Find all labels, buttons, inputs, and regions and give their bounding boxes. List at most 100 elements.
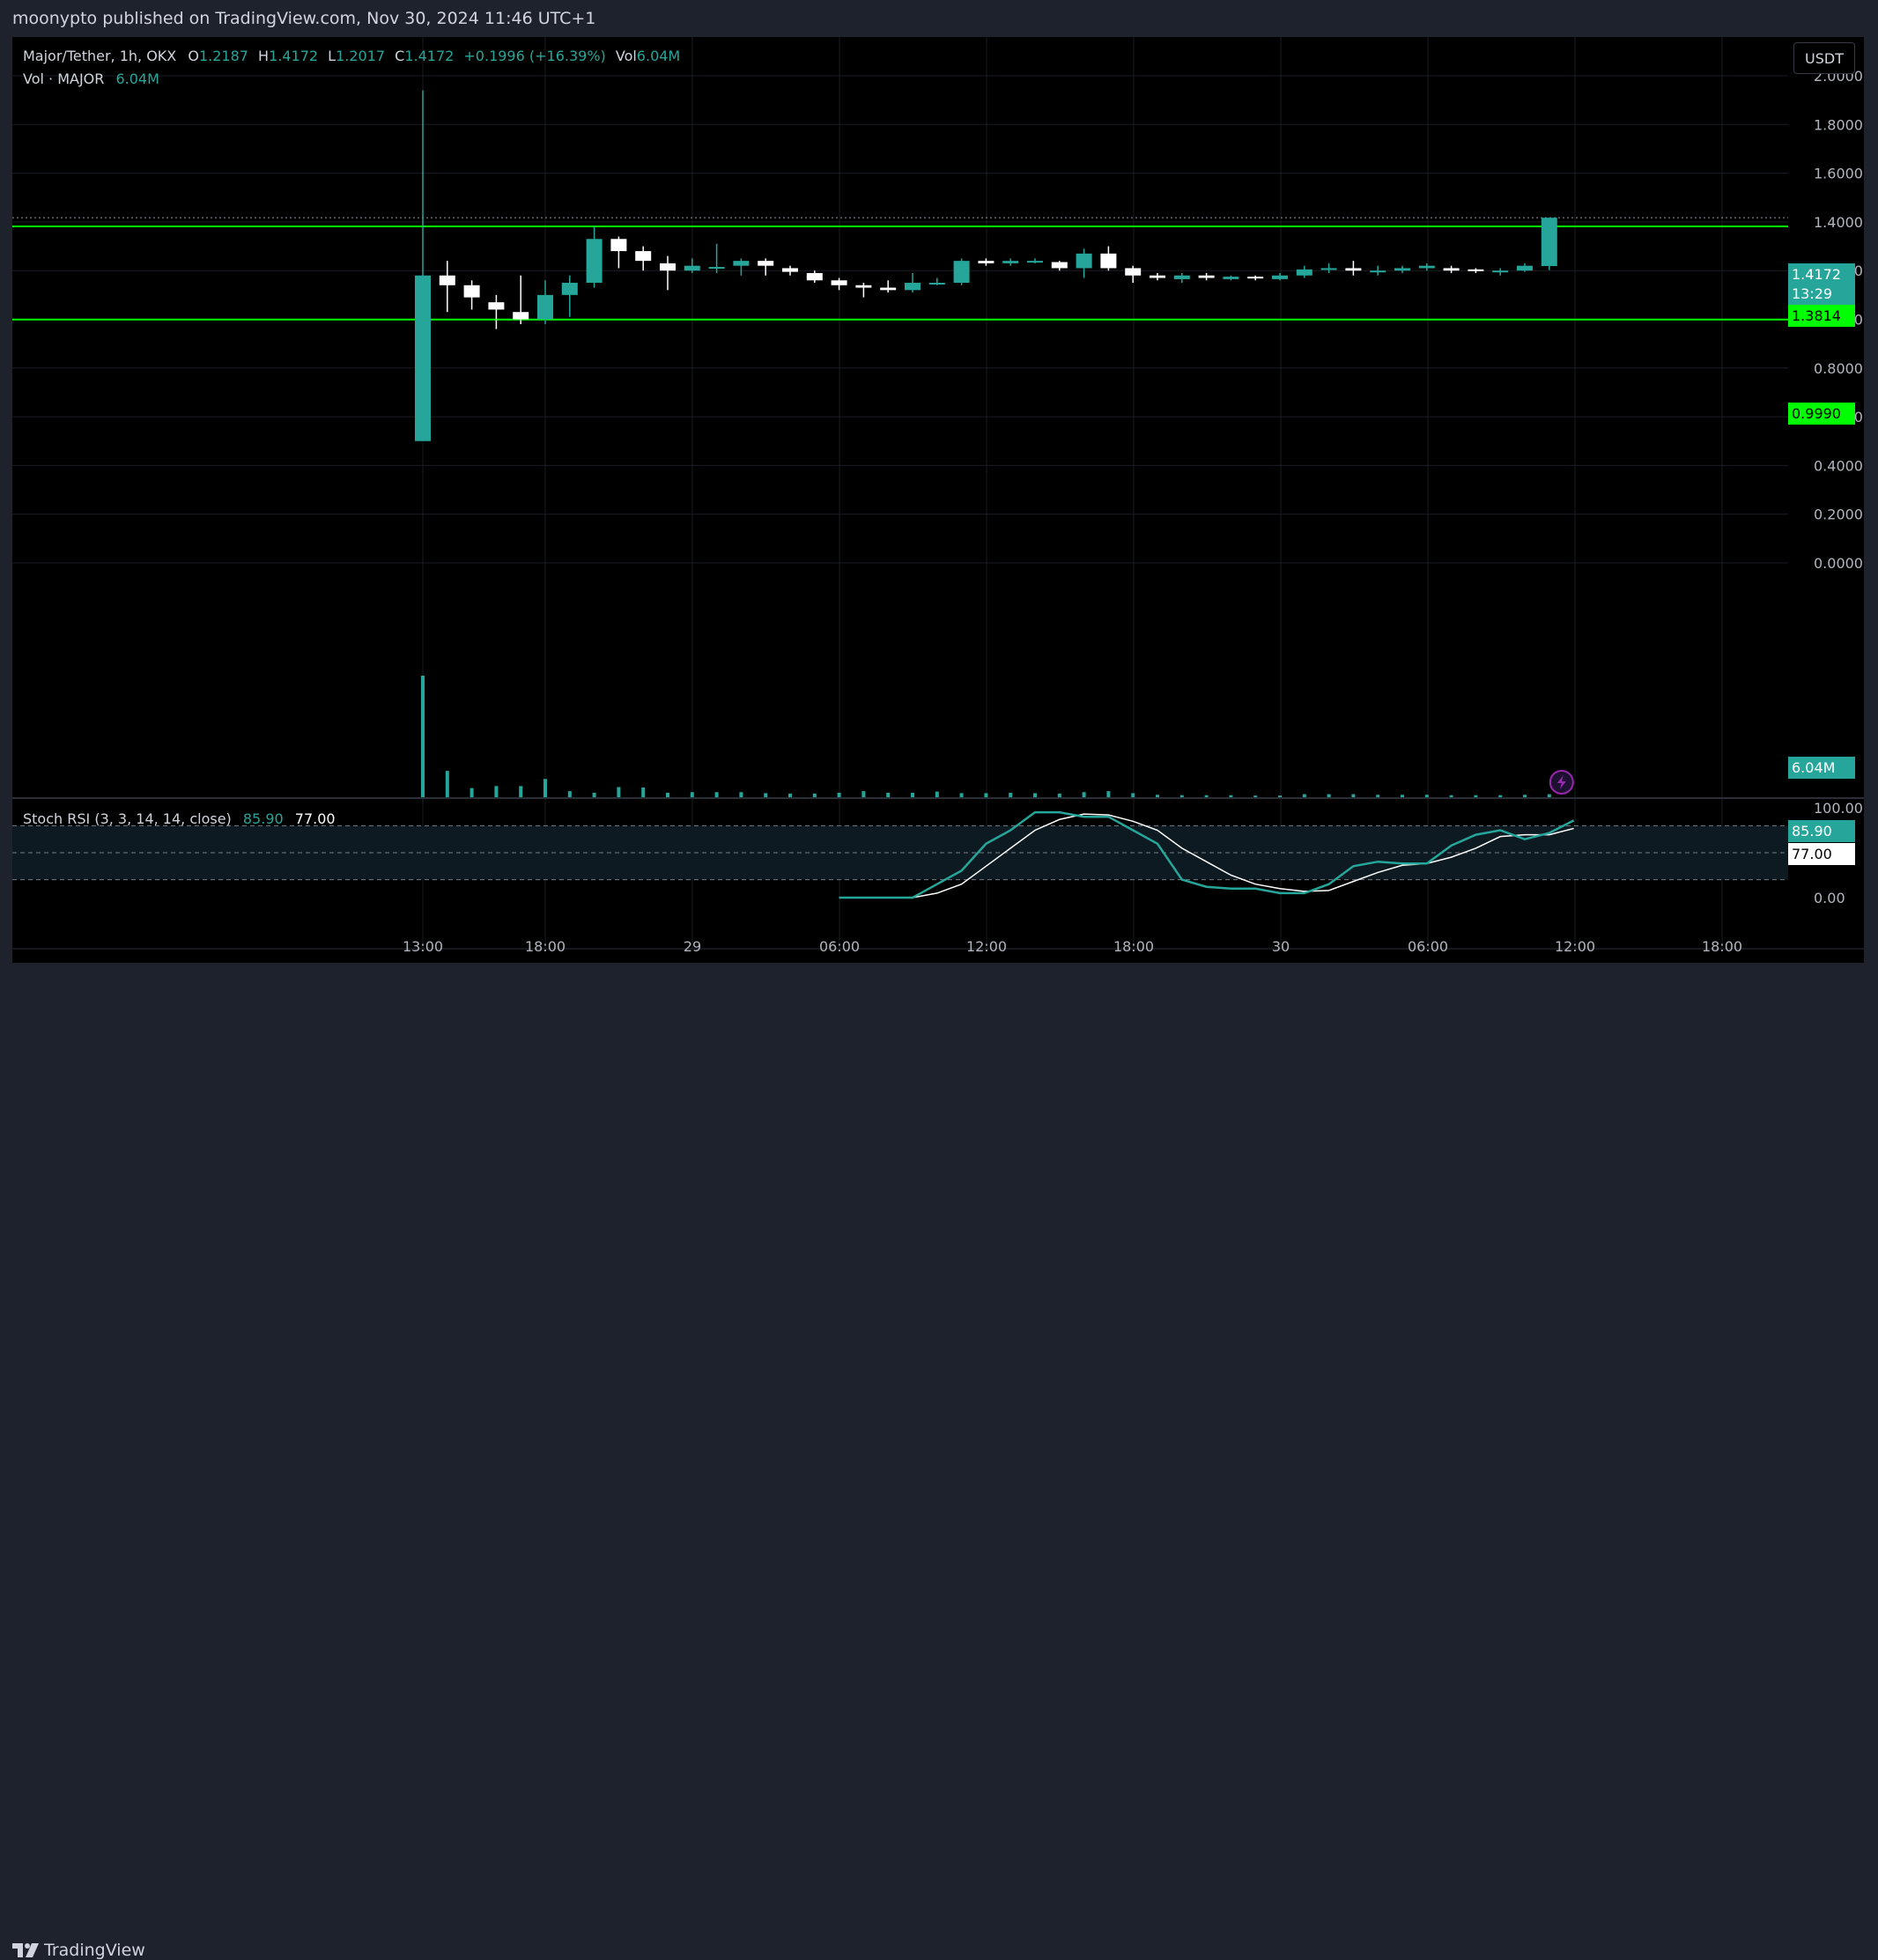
high-label: H: [258, 48, 270, 64]
volume-bar: [1498, 795, 1503, 797]
volume-bar: [666, 792, 669, 797]
footer: TradingView: [0, 963, 1878, 1960]
last-price-tag: 1.4172 13:29: [1788, 263, 1855, 308]
currency-button[interactable]: USDT: [1793, 42, 1855, 74]
volume-bar: [984, 793, 988, 797]
volume-bar: [1033, 793, 1037, 797]
candle-body: [1076, 253, 1092, 269]
tradingview-brand: TradingView: [44, 1941, 145, 1960]
stoch-k-line: [839, 810, 1575, 899]
price-tick-label: 0.0000: [1814, 555, 1863, 572]
stoch-d-tag: 77.00: [1788, 843, 1855, 865]
volume-bar: [1449, 795, 1453, 797]
candle-body: [806, 272, 823, 281]
change-value: +0.1996 (+16.39%): [463, 48, 606, 64]
volume-indicator-value: 6.04M: [115, 70, 159, 87]
time-tick-label: 06:00: [819, 938, 860, 955]
high-value: 1.4172: [269, 48, 319, 64]
candle-body: [1296, 269, 1312, 276]
time-tick-label: 12:00: [1555, 938, 1595, 955]
candle-body: [1247, 277, 1264, 279]
candle-body: [1051, 262, 1068, 269]
volume-bar: [1523, 795, 1527, 797]
candle-body: [855, 285, 872, 288]
volume-indicator-label[interactable]: Vol · MAJOR: [23, 70, 105, 87]
volume-bar: [1179, 795, 1184, 797]
stoch-band-layer: [12, 825, 1788, 881]
volume-bar: [739, 792, 743, 797]
stoch-k-value: 85.90: [242, 810, 284, 827]
stoch-legend[interactable]: Stoch RSI (3, 3, 14, 14, close) 85.90 77…: [23, 810, 336, 827]
time-tick-label: 29: [684, 938, 701, 955]
candle-body: [561, 283, 578, 295]
candle-body: [880, 287, 897, 291]
close-value: 1.4172: [404, 48, 455, 64]
tradingview-logo[interactable]: TradingView: [12, 1941, 145, 1960]
candle-body: [831, 280, 847, 285]
open-value: 1.2187: [198, 48, 248, 64]
level-layer: [12, 217, 1788, 321]
candle-body: [1100, 253, 1117, 269]
volume-tag: 6.04M: [1788, 757, 1855, 779]
chart-svg[interactable]: 2.00001.80001.60001.40001.20001.00000.80…: [12, 37, 1864, 963]
candle-body: [1223, 277, 1239, 279]
low-label: L: [328, 48, 336, 64]
volume-bar: [421, 676, 425, 797]
volume-bar: [641, 787, 646, 797]
candle-body: [1394, 268, 1410, 271]
candle-body: [782, 268, 798, 272]
time-tick-label: 13:00: [403, 938, 443, 955]
candle-body: [1198, 275, 1215, 278]
candle-body: [905, 283, 921, 291]
candle-body: [488, 302, 505, 310]
candle-body: [1150, 275, 1165, 278]
vol-label: Vol: [615, 48, 637, 64]
stoch-k-tag: 85.90: [1788, 820, 1855, 842]
candle-body: [1443, 268, 1460, 271]
tradingview-logo-icon: [12, 1943, 39, 1957]
candle-body: [635, 251, 652, 262]
volume-bar: [1106, 791, 1111, 797]
volume-bar: [812, 793, 817, 797]
stoch-layer: [839, 810, 1575, 899]
volume-bar: [1204, 795, 1209, 797]
time-tick-label: 18:00: [525, 938, 566, 955]
volume-legend[interactable]: Vol · MAJOR 6.04M: [23, 70, 159, 87]
candle-body: [708, 267, 725, 270]
candle-body: [660, 263, 676, 271]
time-tick-label: 12:00: [966, 938, 1007, 955]
volume-bar: [1474, 795, 1478, 797]
volume-bar: [837, 792, 841, 797]
volume-bar: [690, 792, 694, 797]
last-price-value: 1.4172: [1792, 266, 1841, 283]
price-tick-label: 1.4000: [1814, 214, 1863, 231]
volume-bar: [1278, 795, 1282, 797]
volume-bar: [1327, 794, 1331, 797]
candle-body: [1541, 218, 1557, 267]
stoch-indicator-label[interactable]: Stoch RSI (3, 3, 14, 14, close): [23, 810, 232, 827]
level-low-tag: 0.9990: [1788, 403, 1855, 425]
volume-bar: [959, 793, 964, 797]
volume-bar: [1376, 795, 1380, 797]
symbol-title[interactable]: Major/Tether, 1h, OKX: [23, 48, 177, 64]
candle-body: [1345, 268, 1362, 271]
chart-panel[interactable]: 2.00001.80001.60001.40001.20001.00000.80…: [12, 37, 1864, 963]
low-value: 1.2017: [336, 48, 386, 64]
publish-bar: moonypto published on TradingView.com, N…: [0, 0, 1878, 37]
volume-bar: [617, 787, 621, 797]
volume-bar: [519, 786, 523, 797]
candle-body: [1002, 261, 1019, 263]
alert-layer: [1549, 770, 1574, 795]
volume-bar: [1302, 794, 1306, 797]
ohlc-legend[interactable]: Major/Tether, 1h, OKX O1.2187 H1.4172 L1…: [23, 48, 680, 64]
volume-bar: [1424, 795, 1429, 797]
volume-bar: [445, 771, 449, 797]
lightning-icon[interactable]: [1549, 770, 1574, 795]
price-tick-label: 1.6000: [1814, 166, 1863, 182]
volume-bar: [1057, 793, 1061, 797]
candle-body: [439, 275, 455, 285]
candle-body: [684, 265, 700, 271]
candle-body: [610, 239, 627, 252]
volume-bar: [861, 791, 866, 797]
volume-bar: [1156, 795, 1159, 797]
